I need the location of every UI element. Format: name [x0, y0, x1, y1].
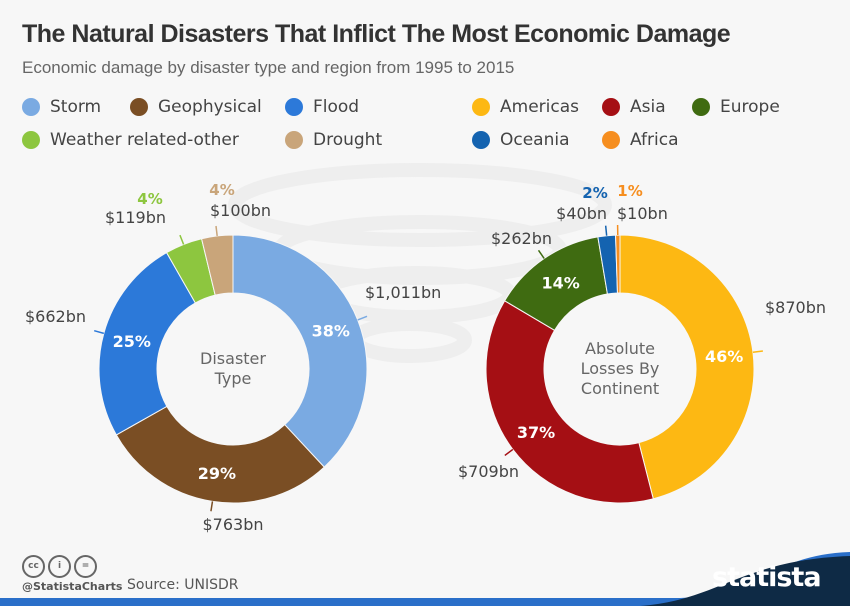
attribution-icon: i — [48, 555, 71, 578]
percent-label: 2% — [582, 184, 607, 202]
legend-swatch — [472, 131, 490, 149]
legend-label: Oceania — [500, 130, 570, 150]
cc-icon: cc — [22, 555, 45, 578]
center-label: Continent — [581, 379, 659, 398]
leader-line — [215, 225, 218, 237]
value-label: $100bn — [210, 201, 271, 220]
legend-item: Flood — [285, 97, 359, 117]
leader-line — [752, 350, 763, 353]
legend-swatch — [602, 98, 620, 116]
donut-slice — [485, 300, 654, 504]
value-label: $662bn — [25, 307, 86, 326]
legend-swatch — [22, 131, 40, 149]
donut-slice — [232, 234, 368, 468]
legend-label: Asia — [630, 97, 666, 117]
legend-swatch — [130, 98, 148, 116]
legend-swatch — [285, 131, 303, 149]
percent-label: 25% — [113, 332, 151, 351]
percent-label: 38% — [312, 322, 350, 341]
center-label: Type — [214, 369, 252, 388]
leader-line — [504, 448, 514, 457]
center-label: Losses By — [581, 359, 660, 378]
legend-item: Africa — [602, 130, 679, 150]
statista-logo: statista — [712, 562, 822, 593]
twitter-handle: @StatistaCharts — [22, 580, 123, 593]
source-text: Source: UNISDR — [127, 577, 239, 593]
leader-line — [93, 329, 105, 335]
percent-label: 29% — [198, 464, 236, 483]
value-label: $40bn — [556, 204, 607, 223]
legend-item: Asia — [602, 97, 666, 117]
legend-label: Europe — [720, 97, 780, 117]
legend-label: Geophysical — [158, 97, 262, 117]
percent-label: 37% — [517, 423, 555, 442]
legend-item: Americas — [472, 97, 579, 117]
leader-line — [537, 249, 545, 259]
leader-line — [357, 315, 368, 321]
legend-label: Weather related-other — [50, 130, 239, 150]
percent-label: 4% — [209, 181, 234, 199]
legend-swatch — [285, 98, 303, 116]
legend-label: Africa — [630, 130, 679, 150]
donut-slice — [115, 405, 325, 504]
legend-swatch — [692, 98, 710, 116]
leader-line — [604, 225, 608, 236]
value-label: $870bn — [765, 298, 826, 317]
chart-title: The Natural Disasters That Inflict The M… — [22, 20, 731, 48]
value-label: $1,011bn — [365, 283, 441, 302]
footer-brand-band — [640, 556, 850, 606]
donut-slice — [200, 234, 234, 296]
center-label: Absolute — [585, 339, 655, 358]
legend-label: Drought — [313, 130, 383, 150]
value-label: $763bn — [202, 515, 263, 534]
percent-label: 1% — [617, 182, 642, 200]
legend-item: Weather related-other — [22, 130, 239, 150]
value-label: $10bn — [617, 204, 668, 223]
leader-line — [179, 234, 185, 245]
value-label: $262bn — [491, 229, 552, 248]
legend-item: Drought — [285, 130, 382, 150]
no-derivatives-icon: = — [74, 555, 97, 578]
leader-line — [210, 501, 214, 512]
donut-slice — [615, 234, 621, 294]
legend-swatch — [22, 98, 40, 116]
value-label: $709bn — [458, 462, 519, 481]
donut-slice — [98, 251, 197, 436]
legend-label: Flood — [313, 97, 360, 117]
legend-swatch — [472, 98, 490, 116]
percent-label: 14% — [541, 273, 579, 292]
percent-label: 46% — [705, 347, 743, 366]
center-label: Disaster — [200, 349, 266, 368]
legend-label: Storm — [50, 97, 102, 117]
percent-label: 4% — [137, 190, 162, 208]
legend-swatch — [602, 131, 620, 149]
chart-subtitle: Economic damage by disaster type and reg… — [22, 58, 515, 77]
legend-item: Oceania — [472, 130, 570, 150]
legend-item: Europe — [692, 97, 780, 117]
license-icons: cc i = — [22, 553, 100, 578]
value-label: $119bn — [105, 208, 166, 227]
legend-label: Americas — [500, 97, 579, 117]
legend-item: Storm — [22, 97, 101, 117]
legend-item: Geophysical — [130, 97, 262, 117]
donut-slice — [619, 234, 755, 500]
